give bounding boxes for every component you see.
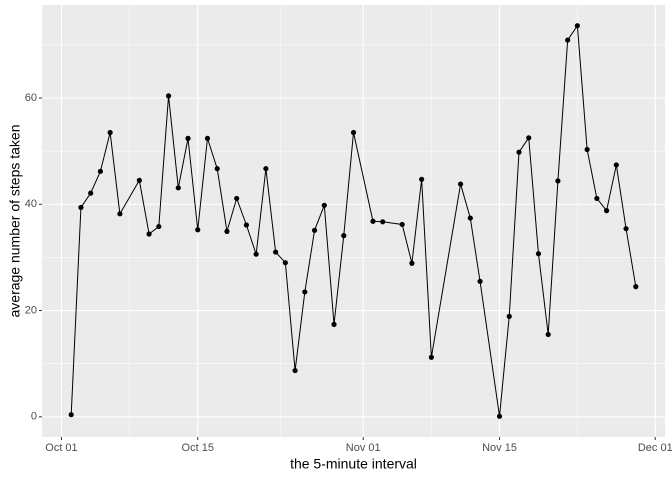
point	[253, 251, 259, 257]
point	[165, 93, 172, 99]
point	[282, 260, 288, 266]
point	[506, 313, 512, 319]
point	[107, 129, 113, 136]
point	[185, 135, 191, 141]
point	[477, 278, 483, 284]
point	[565, 37, 571, 43]
x-tick-label: Nov 15	[482, 442, 517, 454]
point	[156, 223, 162, 230]
point	[496, 413, 503, 419]
point	[321, 202, 327, 208]
x-axis-title: the 5-minute interval	[290, 456, 417, 472]
point	[224, 228, 230, 234]
y-tick-label: 60	[25, 92, 37, 104]
point	[603, 208, 610, 214]
panel	[42, 5, 665, 437]
point	[234, 195, 240, 202]
point	[331, 321, 337, 327]
point	[136, 177, 142, 183]
point	[516, 149, 522, 155]
point	[428, 354, 434, 360]
point	[292, 367, 298, 374]
point	[273, 249, 279, 255]
point	[457, 181, 464, 187]
point	[555, 178, 561, 184]
x-tick-label: Oct 15	[182, 442, 214, 454]
point	[302, 289, 308, 295]
point	[613, 162, 619, 168]
point	[584, 146, 590, 153]
point	[243, 222, 250, 228]
x-tick-label: Oct 01	[45, 442, 77, 454]
point	[419, 176, 425, 182]
y-tick-label: 0	[31, 411, 37, 423]
point	[88, 190, 94, 196]
point	[263, 166, 269, 172]
point	[380, 219, 386, 225]
y-axis-title: average number of steps taken	[7, 124, 23, 317]
y-tick-label: 40	[25, 198, 37, 210]
point	[467, 215, 473, 221]
point	[535, 251, 542, 257]
point	[350, 129, 357, 136]
point	[311, 227, 318, 233]
point	[594, 195, 600, 202]
marks	[68, 23, 639, 419]
point	[195, 227, 201, 233]
point	[214, 166, 220, 172]
point	[117, 211, 123, 217]
point	[633, 284, 639, 290]
point	[623, 226, 629, 232]
point	[97, 168, 104, 174]
y-tick-label: 20	[25, 304, 37, 316]
x-tick-label: Dec 01	[638, 442, 672, 454]
point	[574, 23, 580, 29]
x-tick-label: Nov 01	[346, 442, 381, 454]
point	[68, 412, 74, 418]
point	[341, 233, 347, 239]
point	[545, 331, 551, 338]
point	[175, 185, 181, 191]
point	[146, 231, 152, 237]
point	[409, 260, 415, 266]
point	[370, 218, 376, 224]
grid	[42, 5, 665, 437]
point	[399, 221, 405, 228]
point	[204, 135, 211, 141]
point	[78, 204, 84, 211]
point	[526, 135, 532, 141]
